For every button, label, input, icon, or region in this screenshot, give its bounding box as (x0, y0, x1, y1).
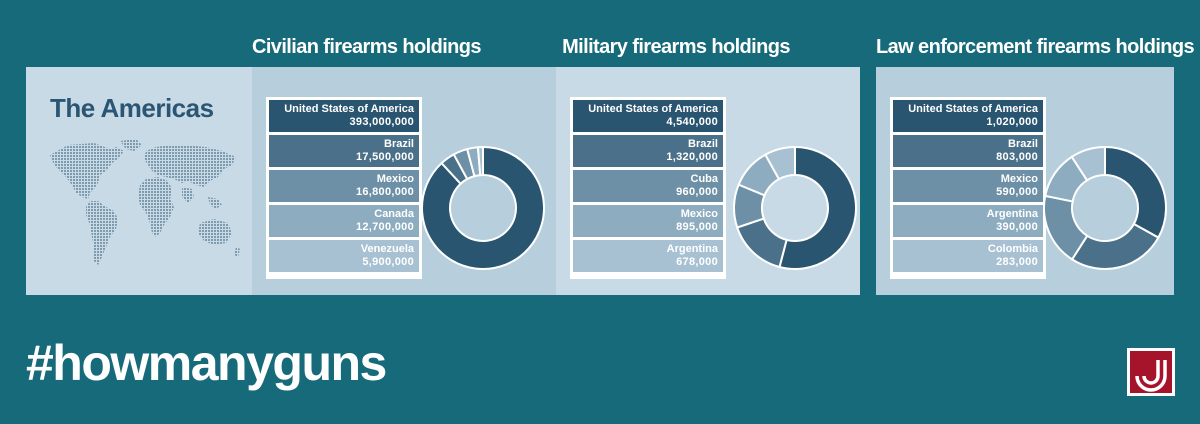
country-label: Brazil (384, 138, 414, 150)
country-label: United States of America (284, 103, 414, 115)
country-label: Argentina (986, 208, 1038, 220)
country-label: United States of America (588, 103, 718, 115)
value-label: 803,000 (996, 151, 1038, 163)
value-label: 283,000 (996, 256, 1038, 268)
list-item: United States of America 4,540,000 (573, 100, 723, 132)
logo-icon (1127, 348, 1175, 396)
value-label: 12,700,000 (355, 221, 414, 233)
law-enforcement-donut-chart (1043, 145, 1167, 270)
hashtag: #howmanyguns (26, 335, 387, 391)
country-label: Mexico (376, 173, 414, 185)
country-label: Brazil (1008, 138, 1038, 150)
list-item: Argentina 678,000 (573, 240, 723, 272)
list-item: Venezuela 5,900,000 (269, 240, 419, 272)
list-item: Canada 12,700,000 (269, 205, 419, 237)
country-label: Venezuela (360, 243, 414, 255)
law-enforcement-donut-slice-0 (1104, 145, 1167, 239)
chart-title-military: Military firearms holdings (562, 36, 790, 58)
value-label: 4,540,000 (666, 116, 718, 128)
list-item: Cuba 960,000 (573, 170, 723, 202)
value-label: 960,000 (676, 186, 718, 198)
country-label: Mexico (1000, 173, 1038, 185)
civilian-panel: United States of America 393,000,000 Bra… (252, 67, 556, 295)
law-enforcement-panel: United States of America 1,020,000 Brazi… (876, 67, 1174, 295)
civilian-donut-chart (421, 145, 545, 270)
country-label: Argentina (666, 243, 718, 255)
country-label: Canada (374, 208, 414, 220)
civilian-list: United States of America 393,000,000 Bra… (266, 97, 422, 279)
list-item: Brazil 803,000 (893, 135, 1043, 167)
list-item: United States of America 393,000,000 (269, 100, 419, 132)
world-map-icon (50, 139, 240, 265)
civilian-donut-slice-0 (421, 145, 545, 270)
civilian-donut-slice-4 (476, 145, 484, 177)
law-enforcement-donut-slice-4 (1070, 145, 1106, 182)
military-list: United States of America 4,540,000 Brazi… (570, 97, 726, 279)
value-label: 393,000,000 (349, 116, 414, 128)
law-enforcement-list: United States of America 1,020,000 Brazi… (890, 97, 1046, 279)
region-title: The Americas (50, 93, 214, 123)
country-label: Cuba (690, 173, 719, 185)
list-item: Mexico 16,800,000 (269, 170, 419, 202)
value-label: 390,000 (996, 221, 1038, 233)
list-item: Colombia 283,000 (893, 240, 1043, 272)
list-item: United States of America 1,020,000 (893, 100, 1043, 132)
law-enforcement-donut-slice-1 (1070, 222, 1160, 270)
country-label: Brazil (688, 138, 718, 150)
list-item: Brazil 1,320,000 (573, 135, 723, 167)
list-item: Argentina 390,000 (893, 205, 1043, 237)
list-item: Brazil 17,500,000 (269, 135, 419, 167)
military-panel: United States of America 4,540,000 Brazi… (556, 67, 860, 295)
value-label: 678,000 (676, 256, 718, 268)
value-label: 1,320,000 (666, 151, 718, 163)
region-panel: The Americas (26, 67, 252, 295)
value-label: 1,020,000 (986, 116, 1038, 128)
value-label: 590,000 (996, 186, 1038, 198)
country-label: Colombia (987, 243, 1038, 255)
value-label: 16,800,000 (355, 186, 414, 198)
country-label: Mexico (680, 208, 718, 220)
country-label: United States of America (908, 103, 1038, 115)
military-donut-slice-0 (778, 145, 857, 270)
value-label: 17,500,000 (355, 151, 414, 163)
value-label: 5,900,000 (362, 256, 414, 268)
chart-title-law-enforcement: Law enforcement firearms holdings (876, 36, 1195, 58)
list-item: Mexico 590,000 (893, 170, 1043, 202)
military-donut-chart (733, 145, 857, 270)
value-label: 895,000 (676, 221, 718, 233)
chart-title-civilian: Civilian firearms holdings (252, 36, 482, 58)
list-item: Mexico 895,000 (573, 205, 723, 237)
military-donut-slice-4 (763, 145, 796, 181)
